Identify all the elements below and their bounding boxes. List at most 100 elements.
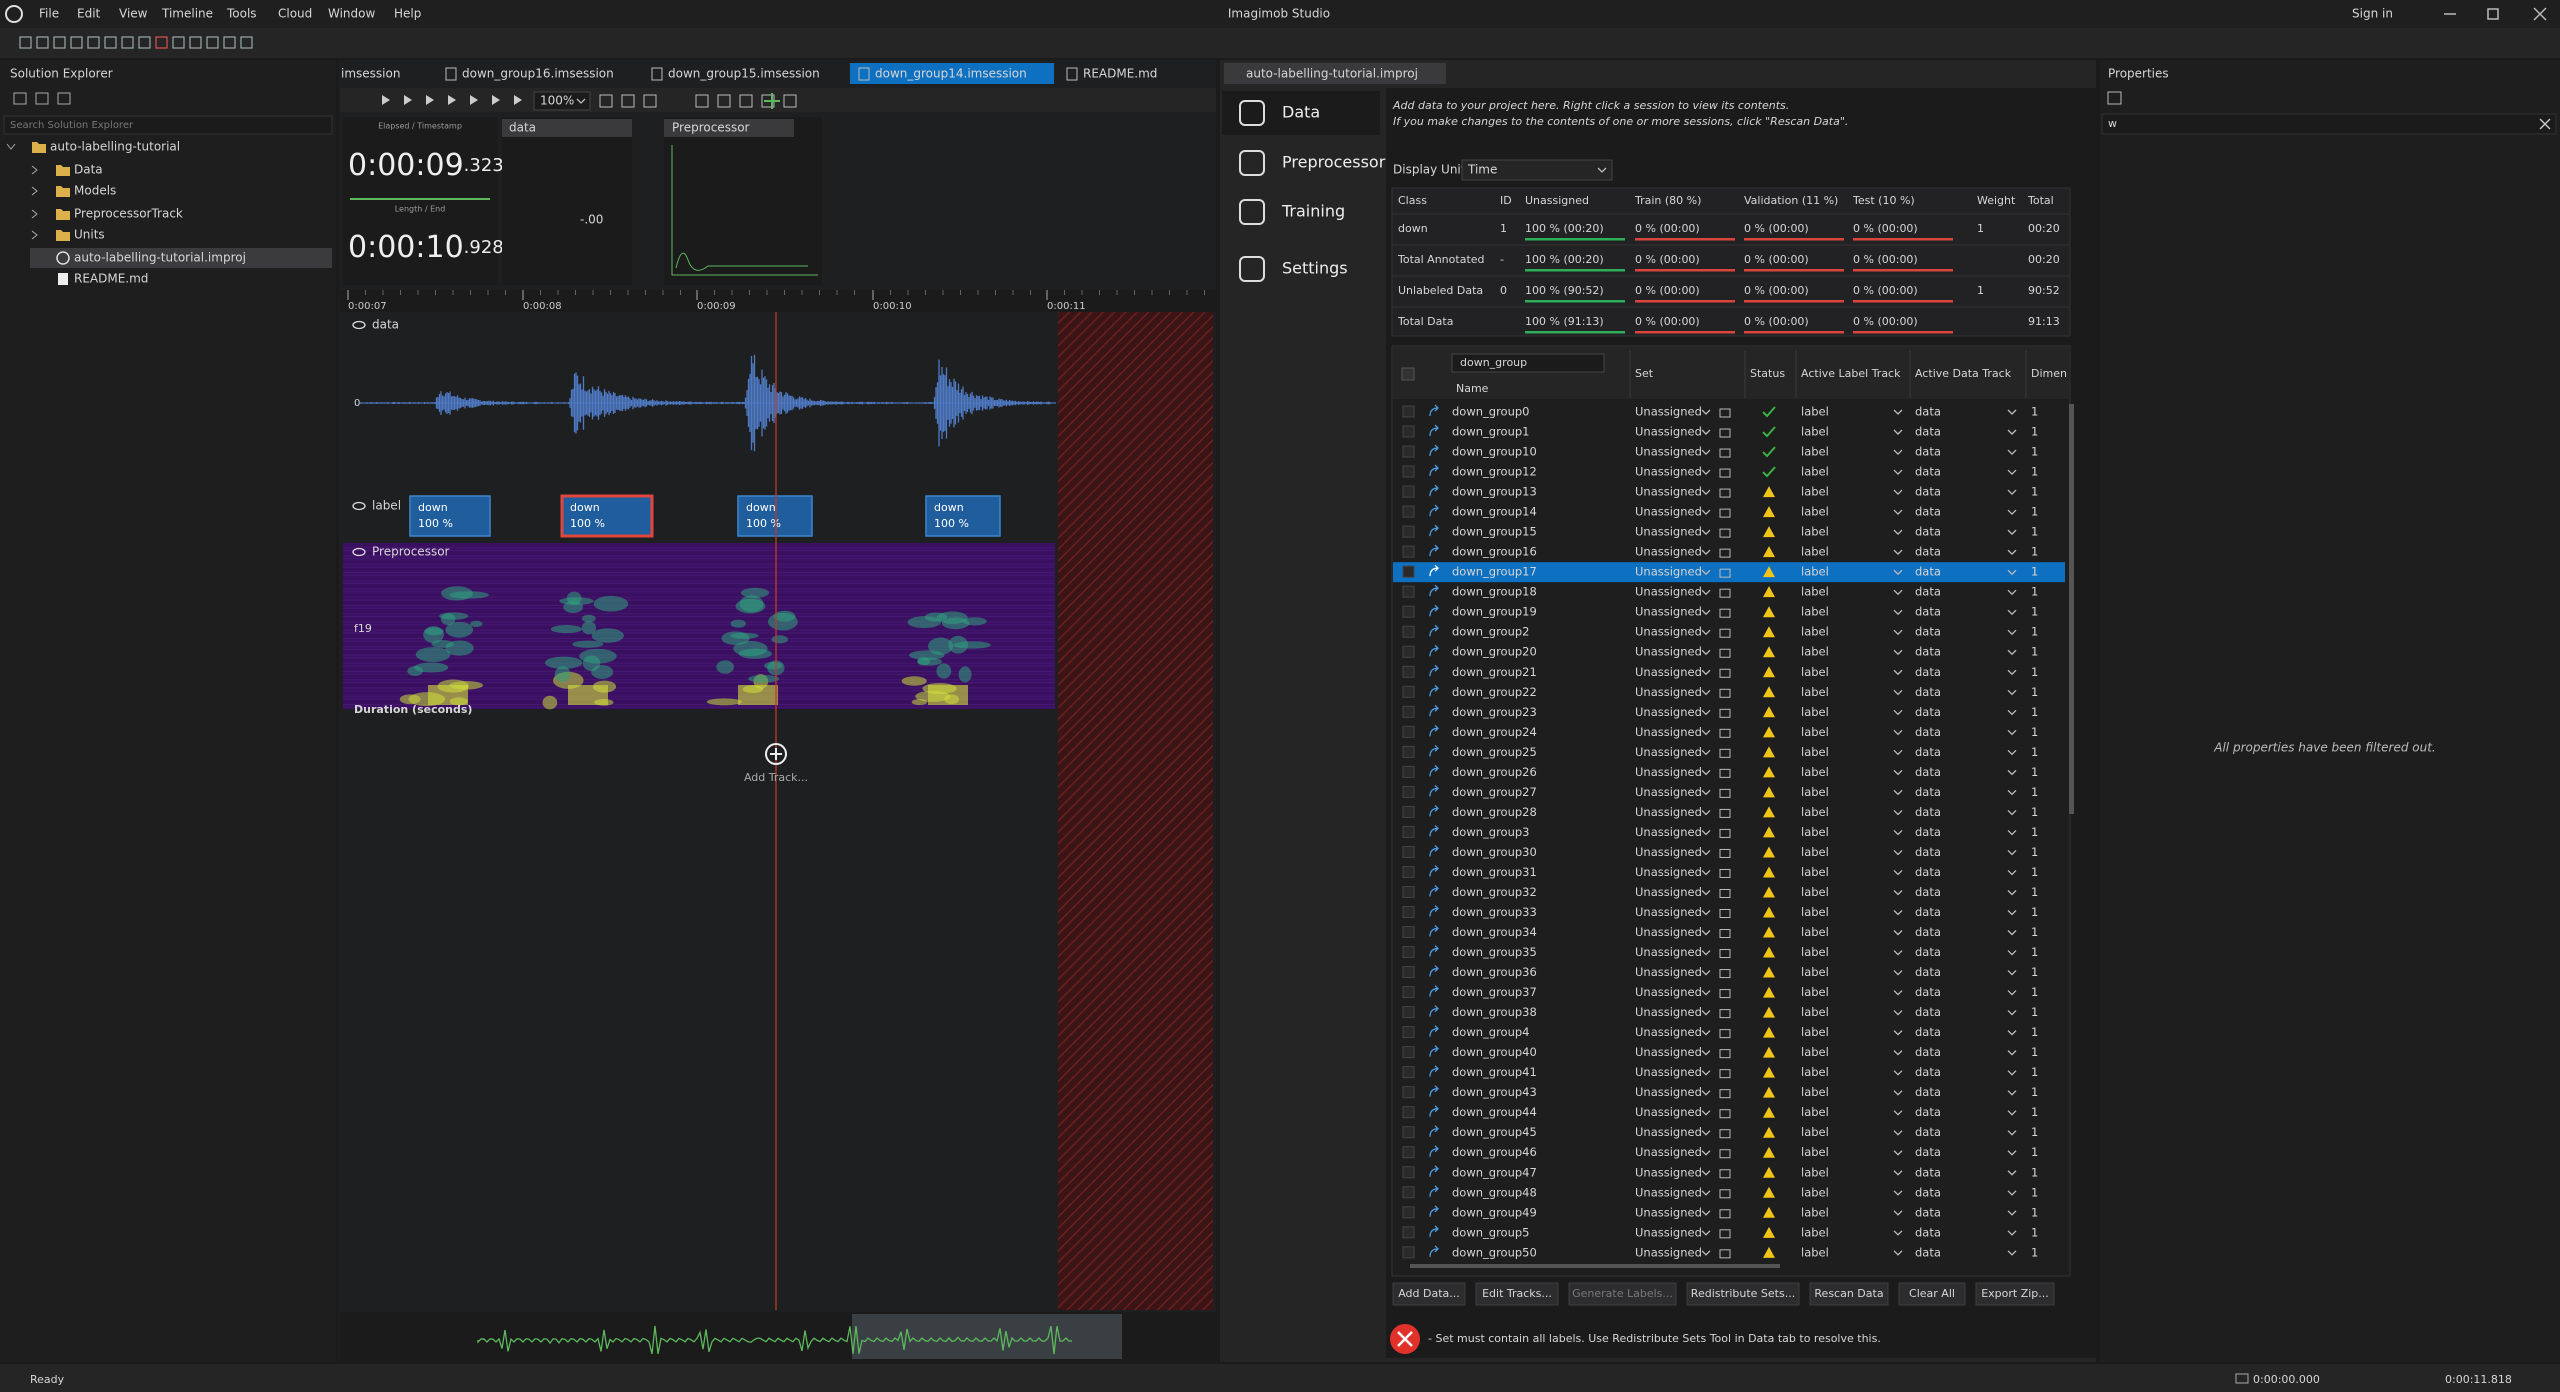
data-track[interactable]: data (1915, 485, 1941, 499)
row-checkbox[interactable] (1402, 1246, 1415, 1259)
data-track[interactable]: data (1915, 625, 1941, 639)
lock-icon[interactable] (1719, 808, 1731, 818)
lock-icon[interactable] (1719, 848, 1731, 858)
data-track[interactable]: data (1915, 505, 1941, 519)
dropdown-arrow[interactable] (1893, 509, 1903, 516)
session-name[interactable]: down_group28 (1452, 805, 1537, 819)
row-checkbox[interactable] (1402, 545, 1415, 558)
session-name[interactable]: down_group49 (1452, 1205, 1537, 1219)
tree-expander[interactable] (31, 209, 38, 219)
data-track[interactable]: data (1915, 925, 1941, 939)
dropdown-arrow[interactable] (1701, 489, 1711, 495)
dropdown-arrow[interactable] (2007, 469, 2017, 475)
row-checkbox[interactable] (1402, 1086, 1415, 1099)
dropdown-arrow[interactable] (2007, 569, 2017, 576)
project-tab-label[interactable]: auto-labelling-tutorial.improj (1246, 67, 1418, 81)
label-track[interactable]: label (1801, 605, 1829, 619)
label-track[interactable]: label (1801, 905, 1829, 919)
dropdown-arrow[interactable] (1893, 1170, 1903, 1176)
dropdown-arrow[interactable] (1701, 629, 1711, 636)
label-track[interactable]: label (1801, 1065, 1829, 1079)
label-track[interactable]: label (1801, 705, 1829, 719)
dropdown-arrow[interactable] (1893, 849, 1903, 856)
tree-expander[interactable] (6, 143, 16, 150)
session-set[interactable]: Unassigned (1635, 1065, 1702, 1079)
label-track[interactable]: label (1801, 485, 1829, 499)
session-name[interactable]: down_group34 (1452, 925, 1537, 939)
media-button[interactable] (492, 95, 500, 105)
dropdown-arrow[interactable] (1701, 1210, 1711, 1216)
toolbar-button[interactable] (57, 92, 71, 105)
dropdown-arrow[interactable] (2007, 449, 2017, 455)
toolbar-button[interactable] (36, 36, 49, 49)
dropdown-arrow[interactable] (2007, 429, 2017, 435)
tool-button[interactable] (621, 94, 635, 108)
dropdown-arrow[interactable] (1893, 789, 1903, 796)
toolbar-button[interactable] (87, 36, 100, 49)
dropdown-arrow[interactable] (1893, 1190, 1903, 1196)
dropdown-arrow[interactable] (1701, 1050, 1711, 1056)
lock-icon[interactable] (1719, 1149, 1731, 1159)
tree-expander[interactable] (31, 186, 38, 196)
lock-icon[interactable] (1719, 668, 1731, 678)
tree-item[interactable]: PreprocessorTrack (74, 207, 183, 221)
session-name[interactable]: down_group24 (1452, 725, 1537, 739)
label-box[interactable] (409, 495, 491, 537)
label-track[interactable]: label (1801, 565, 1829, 579)
row-checkbox[interactable] (1402, 765, 1415, 778)
data-track[interactable]: data (1915, 585, 1941, 599)
lock-icon[interactable] (1719, 648, 1731, 658)
label-track[interactable]: label (1801, 1005, 1829, 1019)
data-track[interactable]: data (1915, 1065, 1941, 1079)
dropdown-arrow[interactable] (1701, 809, 1711, 816)
tree-item[interactable]: auto-labelling-tutorial.improj (74, 251, 246, 265)
session-name[interactable]: down_group14 (1452, 505, 1537, 519)
row-checkbox[interactable] (1402, 825, 1415, 838)
row-checkbox[interactable] (1402, 605, 1415, 618)
dropdown-arrow[interactable] (1893, 569, 1903, 576)
label-track[interactable]: label (1801, 1025, 1829, 1039)
lock-icon[interactable] (1719, 588, 1731, 598)
dropdown-arrow[interactable] (1597, 167, 1607, 173)
lock-icon[interactable] (1719, 868, 1731, 878)
row-checkbox[interactable] (1402, 845, 1415, 858)
session-set[interactable]: Unassigned (1635, 1205, 1702, 1219)
data-track[interactable]: data (1915, 1185, 1941, 1199)
dropdown-arrow[interactable] (1893, 970, 1903, 976)
label-track[interactable]: label (1801, 1225, 1829, 1239)
session-name[interactable]: down_group30 (1452, 845, 1537, 859)
session-set[interactable]: Unassigned (1635, 1085, 1702, 1099)
label-track[interactable]: label (1801, 505, 1829, 519)
label-track[interactable]: label (1801, 405, 1829, 419)
dropdown-arrow[interactable] (1701, 1130, 1711, 1136)
session-name[interactable]: down_group13 (1452, 485, 1537, 499)
lock-icon[interactable] (1719, 468, 1731, 478)
tree-item[interactable]: Units (74, 228, 105, 242)
data-track[interactable]: data (1915, 605, 1941, 619)
tree-expander[interactable] (31, 230, 38, 240)
data-track[interactable]: data (1915, 1225, 1941, 1239)
data-track[interactable]: data (1915, 685, 1941, 699)
data-track[interactable]: data (1915, 825, 1941, 839)
dropdown-arrow[interactable] (1893, 689, 1903, 696)
label-track[interactable]: label (1801, 685, 1829, 699)
dropdown-arrow[interactable] (1893, 469, 1903, 475)
action-button[interactable] (1686, 1282, 1800, 1306)
dropdown-arrow[interactable] (1893, 669, 1903, 676)
data-track[interactable]: data (1915, 1085, 1941, 1099)
add-button[interactable] (764, 93, 780, 109)
data-track[interactable]: data (1915, 725, 1941, 739)
dropdown-arrow[interactable] (1893, 1030, 1903, 1036)
dropdown-arrow[interactable] (1701, 789, 1711, 796)
visibility-toggle[interactable] (352, 547, 366, 557)
session-set[interactable]: Unassigned (1635, 1185, 1702, 1199)
media-button[interactable] (404, 95, 412, 105)
dropdown-arrow[interactable] (2007, 629, 2017, 636)
session-name[interactable]: down_group16 (1452, 545, 1537, 559)
row-checkbox[interactable] (1402, 785, 1415, 798)
media-button[interactable] (382, 95, 390, 105)
session-set[interactable]: Unassigned (1635, 825, 1702, 839)
action-button[interactable] (1975, 1282, 2055, 1306)
data-track[interactable]: data (1915, 1145, 1941, 1159)
label-track[interactable]: label (1801, 885, 1829, 899)
